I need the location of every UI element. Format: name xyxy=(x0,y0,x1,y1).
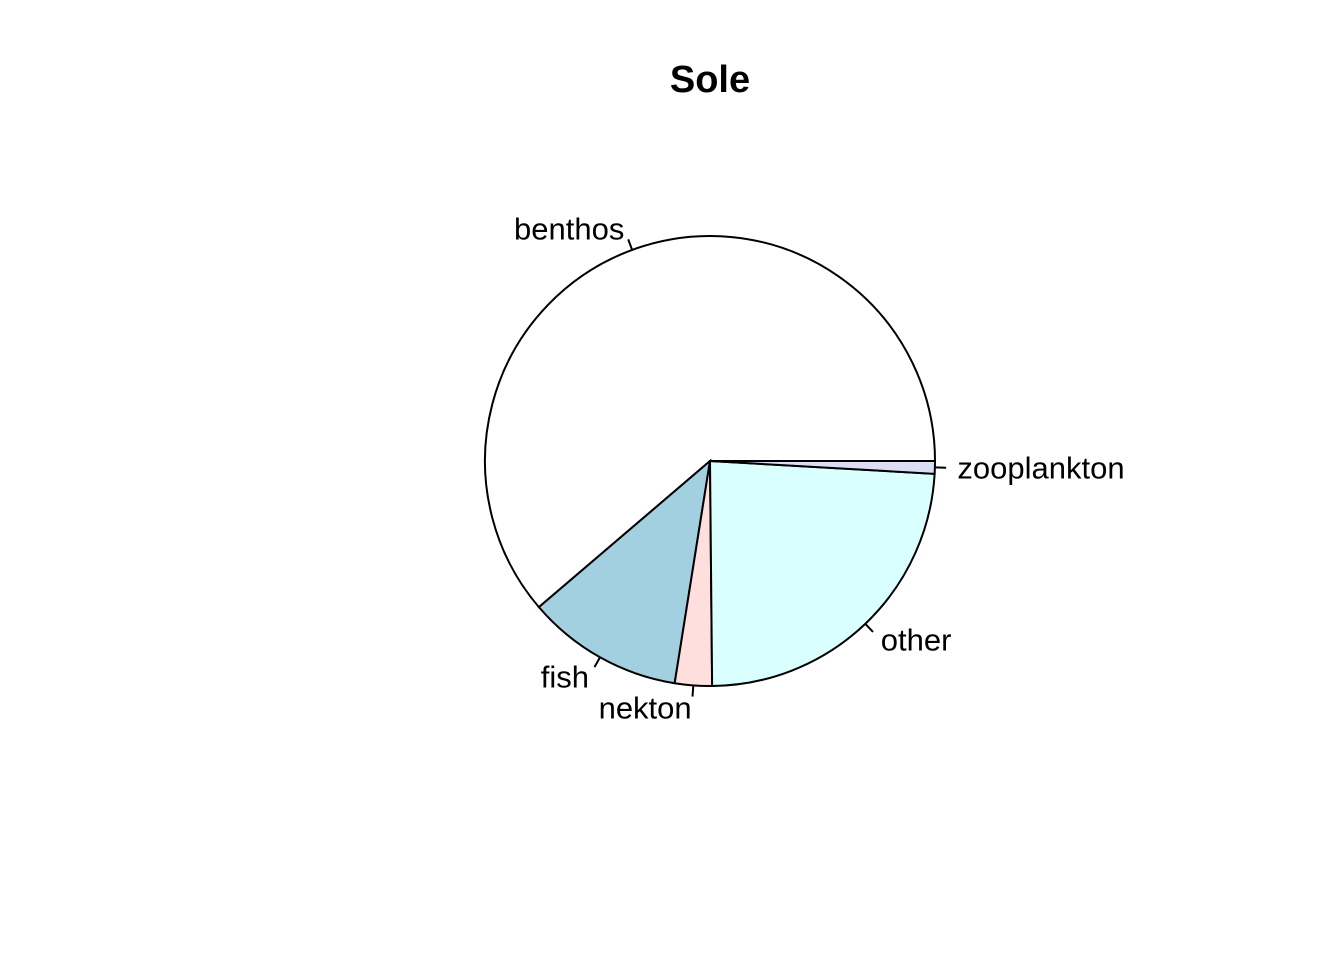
slice-label-fish: fish xyxy=(541,659,589,694)
pie-slice-other xyxy=(708,459,936,688)
pie-slice-fish xyxy=(537,458,712,685)
chart-title: Sole xyxy=(670,59,750,101)
label-tick-other xyxy=(864,623,874,633)
pie-slices xyxy=(484,235,937,688)
pie-slice-zooplankton xyxy=(709,460,937,475)
slice-label-ticks xyxy=(593,239,947,697)
slice-label-nekton: nekton xyxy=(599,690,692,725)
label-tick-benthos xyxy=(627,239,634,251)
slice-label-zooplankton: zooplankton xyxy=(957,451,1124,486)
slice-labels: benthos fish nekton other zooplankton xyxy=(514,211,1125,725)
slice-label-other: other xyxy=(881,623,952,658)
label-tick-nekton xyxy=(691,685,695,697)
slice-label-benthos: benthos xyxy=(514,211,624,246)
label-tick-fish xyxy=(593,656,601,668)
